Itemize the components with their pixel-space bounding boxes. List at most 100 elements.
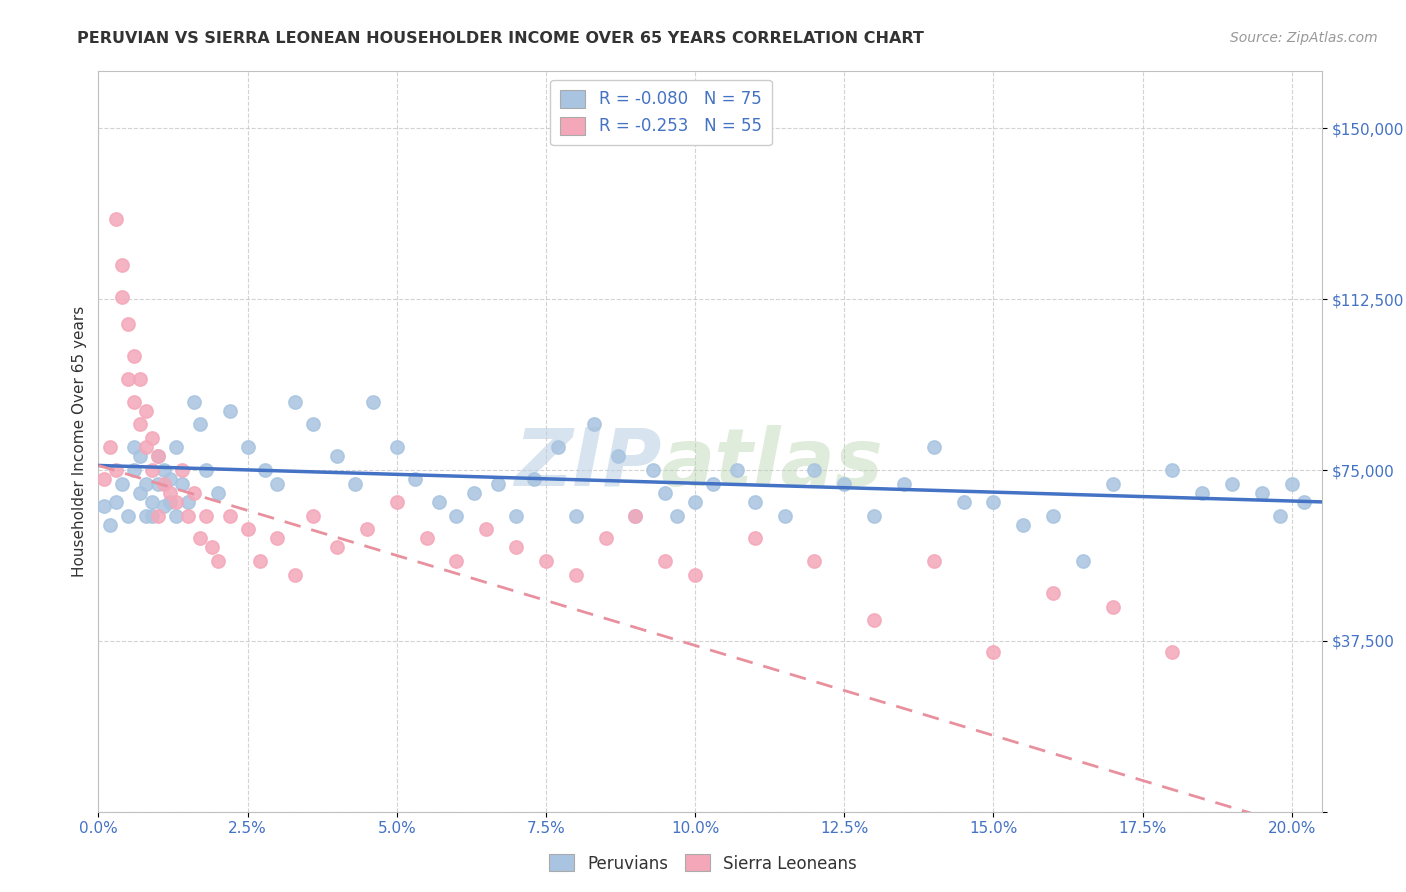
Point <box>1042 586 1064 600</box>
Point <box>111 476 134 491</box>
Point <box>254 463 277 477</box>
Point <box>207 554 229 568</box>
Point <box>117 372 139 386</box>
Point <box>326 541 349 555</box>
Point <box>983 495 1005 509</box>
Point <box>129 372 152 386</box>
Point <box>1071 554 1094 568</box>
Point <box>683 567 706 582</box>
Point <box>105 463 128 477</box>
Point <box>284 567 307 582</box>
Point <box>415 532 437 546</box>
Point <box>356 522 378 536</box>
Point <box>146 450 169 464</box>
Point <box>129 485 152 500</box>
Point <box>922 554 945 568</box>
Point <box>207 485 229 500</box>
Point <box>93 472 115 486</box>
Point <box>893 476 915 491</box>
Point <box>218 404 240 418</box>
Point <box>105 495 128 509</box>
Point <box>565 508 588 523</box>
Point <box>93 500 115 514</box>
Point <box>326 450 349 464</box>
Point <box>385 440 408 454</box>
Point <box>463 485 485 500</box>
Point <box>486 476 509 491</box>
Point <box>427 495 450 509</box>
Point <box>446 508 468 523</box>
Point <box>122 440 145 454</box>
Point <box>135 476 157 491</box>
Point <box>1251 485 1274 500</box>
Point <box>170 476 193 491</box>
Point <box>1292 495 1315 509</box>
Point <box>236 440 259 454</box>
Point <box>1268 508 1291 523</box>
Point <box>183 485 205 500</box>
Point <box>98 440 121 454</box>
Point <box>832 476 855 491</box>
Point <box>654 554 676 568</box>
Point <box>98 517 121 532</box>
Point <box>744 495 766 509</box>
Point <box>117 508 139 523</box>
Point <box>153 463 176 477</box>
Point <box>446 554 468 568</box>
Point <box>177 508 200 523</box>
Point <box>194 508 217 523</box>
Point <box>266 532 288 546</box>
Point <box>129 417 152 432</box>
Point <box>475 522 498 536</box>
Point <box>565 567 588 582</box>
Point <box>1042 508 1064 523</box>
Text: ZIP: ZIP <box>513 425 661 503</box>
Point <box>803 463 825 477</box>
Point <box>111 258 134 272</box>
Point <box>595 532 617 546</box>
Point <box>361 394 384 409</box>
Point <box>188 417 211 432</box>
Point <box>129 450 152 464</box>
Point <box>159 485 181 500</box>
Point <box>194 463 217 477</box>
Point <box>1101 599 1123 614</box>
Point <box>135 404 157 418</box>
Text: atlas: atlas <box>661 425 884 503</box>
Point <box>302 417 325 432</box>
Point <box>302 508 325 523</box>
Point <box>1281 476 1303 491</box>
Point <box>582 417 605 432</box>
Point <box>141 495 163 509</box>
Point <box>773 508 796 523</box>
Point <box>153 500 176 514</box>
Point <box>385 495 408 509</box>
Point <box>404 472 426 486</box>
Point <box>141 508 163 523</box>
Text: PERUVIAN VS SIERRA LEONEAN HOUSEHOLDER INCOME OVER 65 YEARS CORRELATION CHART: PERUVIAN VS SIERRA LEONEAN HOUSEHOLDER I… <box>77 31 924 46</box>
Point <box>165 508 187 523</box>
Point <box>218 508 240 523</box>
Point <box>343 476 366 491</box>
Point <box>201 541 224 555</box>
Point <box>1101 476 1123 491</box>
Point <box>725 463 748 477</box>
Y-axis label: Householder Income Over 65 years: Householder Income Over 65 years <box>72 306 87 577</box>
Point <box>122 394 145 409</box>
Point <box>122 463 145 477</box>
Point <box>624 508 647 523</box>
Point <box>666 508 689 523</box>
Point <box>547 440 569 454</box>
Point <box>165 440 187 454</box>
Point <box>236 522 259 536</box>
Point <box>654 485 676 500</box>
Point <box>744 532 766 546</box>
Point <box>153 476 176 491</box>
Point <box>177 495 200 509</box>
Point <box>188 532 211 546</box>
Point <box>141 463 163 477</box>
Point <box>803 554 825 568</box>
Point <box>1012 517 1035 532</box>
Point <box>643 463 665 477</box>
Point <box>135 508 157 523</box>
